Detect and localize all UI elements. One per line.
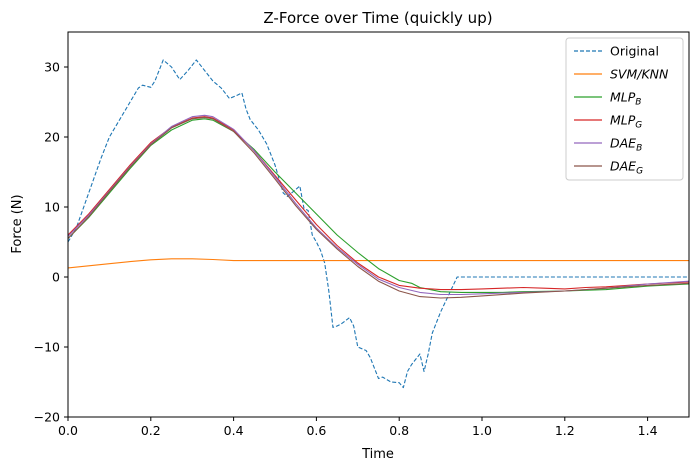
legend-label: Original — [610, 44, 659, 59]
series-line-dae-g — [68, 116, 689, 299]
series-line-dae-b — [68, 114, 689, 296]
x-tick-label: 1.2 — [555, 423, 575, 438]
x-tick-label: 1.4 — [638, 423, 658, 438]
chart-title: Z-Force over Time (quickly up) — [263, 9, 492, 27]
series-group — [68, 59, 689, 389]
x-tick-label: 0.4 — [224, 423, 244, 438]
x-tick-label: 0.0 — [58, 423, 78, 438]
y-tick-label: 30 — [44, 60, 60, 75]
x-axis-label: Time — [361, 447, 394, 462]
y-tick-label: 10 — [44, 200, 60, 215]
x-tick-label: 0.6 — [306, 423, 326, 438]
y-tick-label: −20 — [34, 410, 60, 425]
plot-area: 0.0 0.2 0.4 0.6 0.8 1.0 1.2 1.4 −20 −10 0 10 20 30 — [34, 31, 690, 438]
legend-label: SVM/KNN — [610, 67, 669, 82]
x-tick-label: 1.0 — [472, 423, 492, 438]
x-tick-label: 0.8 — [389, 423, 409, 438]
legend-label: DAEB — [610, 136, 642, 154]
x-tick-label: 0.2 — [141, 423, 161, 438]
y-tick-label: 0 — [52, 270, 60, 285]
series-line-mlp-b — [68, 118, 689, 293]
axes-frame — [67, 31, 690, 418]
y-axis-label: Force (N) — [10, 194, 25, 253]
series-line-original — [68, 59, 689, 389]
y-tick-label: 20 — [44, 130, 60, 145]
legend-label: DAEG — [610, 159, 643, 177]
legend: Original SVM/KNN MLPB MLPG DAEB DAEG — [565, 37, 684, 181]
y-tick-label: −10 — [34, 340, 60, 355]
legend-label: MLPG — [610, 113, 642, 131]
series-line-svm-knn — [68, 258, 689, 269]
legend-label: MLPB — [610, 90, 641, 108]
